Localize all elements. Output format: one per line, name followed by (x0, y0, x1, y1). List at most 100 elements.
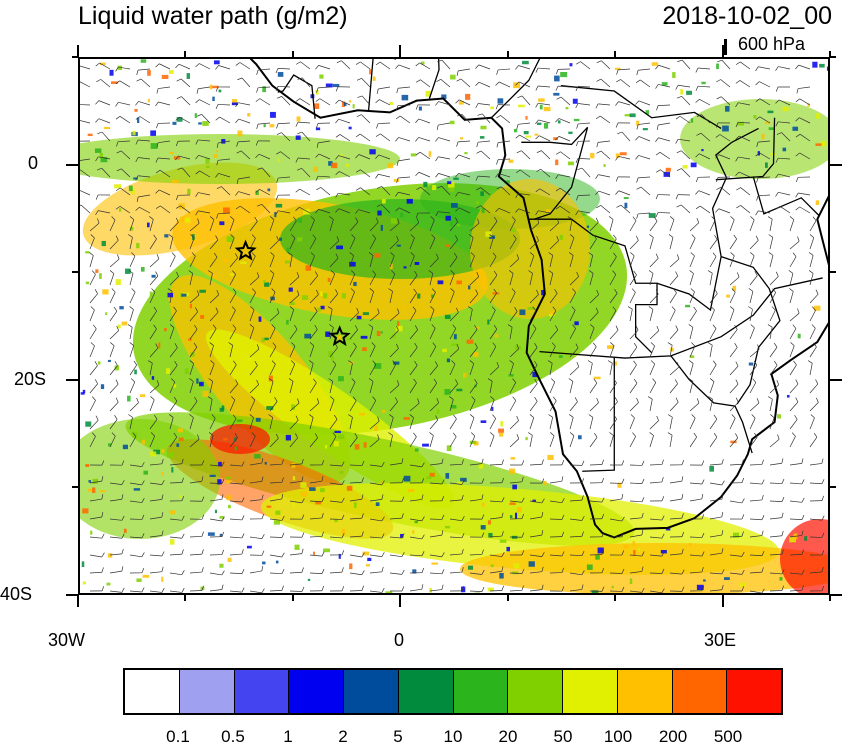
wind-barb (681, 476, 684, 482)
wind-barb (229, 418, 237, 430)
lwp-field-patch (136, 242, 140, 249)
lwp-field-patch (458, 100, 464, 105)
lwp-field-patch (557, 120, 561, 124)
wind-barb (469, 329, 478, 340)
wind-barb (740, 187, 751, 196)
wind-barb (378, 86, 391, 90)
wind-barb (136, 70, 139, 76)
wind-barb (215, 235, 219, 241)
lwp-field-patch (328, 161, 333, 166)
lwp-field-patch (451, 343, 459, 346)
wind-barb (721, 59, 731, 70)
wind-barb (549, 417, 553, 430)
wind-barb (109, 292, 116, 304)
lwp-field-patch (500, 421, 504, 427)
wind-barb (161, 566, 164, 572)
wind-barb (129, 219, 135, 232)
lwp-field-patch (328, 351, 333, 357)
lwp-field-patch (315, 501, 322, 505)
wind-barb (721, 96, 731, 106)
lwp-field-patch (146, 222, 150, 228)
wind-barb (709, 293, 718, 304)
wind-barb (667, 414, 673, 418)
wind-barb (669, 237, 674, 250)
lwp-field-patch (291, 462, 296, 468)
lwp-field-patch (578, 435, 582, 440)
wind-barb (541, 566, 544, 572)
lwp-field-patch (412, 530, 415, 534)
wind-barb (812, 216, 817, 221)
lwp-field-patch (380, 224, 383, 231)
wind-barb (357, 95, 363, 98)
wind-barb (729, 309, 735, 322)
wind-barb (435, 173, 439, 178)
wind-barb (429, 219, 435, 232)
wind-barb (595, 217, 599, 223)
lwp-field-patch (229, 273, 234, 276)
lwp-field-patch (813, 305, 821, 311)
wind-barb (458, 154, 471, 160)
wind-barb (569, 381, 574, 394)
wind-barb (361, 552, 365, 558)
wind-barb (313, 378, 317, 384)
wind-barb (309, 219, 315, 232)
lwp-field-patch (184, 217, 191, 223)
lwp-field-patch (352, 104, 355, 109)
wind-barb (489, 256, 497, 268)
wind-barb (613, 378, 617, 384)
lwp-field-patch (100, 156, 108, 163)
wind-barb (521, 460, 525, 466)
wind-barb (701, 532, 705, 538)
wind-barb (629, 436, 636, 448)
wind-barb (778, 66, 791, 70)
wind-barb (397, 218, 400, 224)
wind-barb (601, 549, 604, 555)
wind-barb (455, 379, 459, 385)
wind-barb (175, 63, 180, 69)
wind-barb (275, 433, 279, 439)
lwp-field-patch (255, 190, 259, 196)
wind-barb (221, 478, 225, 484)
wind-barb (399, 207, 411, 214)
lwp-field-patch (134, 108, 138, 112)
wind-barb (749, 240, 759, 250)
wind-barb (588, 414, 594, 418)
wind-barb (769, 572, 782, 575)
wind-barb (496, 159, 499, 165)
wind-barb (189, 571, 202, 574)
wind-barb (194, 324, 198, 330)
wind-barb (199, 99, 211, 106)
country-border (490, 59, 541, 119)
wind-barb (375, 99, 380, 104)
wind-barb (229, 482, 242, 485)
wind-barb (689, 360, 694, 364)
wind-barb (689, 327, 694, 340)
wind-barb (379, 61, 391, 70)
wind-barb (441, 569, 445, 574)
wind-barb (589, 312, 599, 322)
wind-barb (409, 255, 415, 268)
wind-barb (641, 460, 645, 466)
lwp-field-patch (456, 280, 462, 285)
lwp-field-patch (147, 98, 150, 103)
wind-barb (588, 270, 594, 274)
wind-barb (669, 366, 680, 376)
wind-barb (169, 463, 182, 466)
wind-barb (381, 533, 385, 539)
wind-barb (316, 187, 321, 191)
wind-barb (236, 141, 239, 147)
wind-barb (409, 417, 414, 430)
wind-barb (489, 399, 495, 412)
wind-barb (796, 88, 799, 94)
wind-barb (501, 551, 505, 557)
wind-barb (138, 194, 151, 198)
wind-barb (650, 342, 655, 347)
wind-barb (561, 498, 565, 503)
wind-barb (414, 360, 418, 366)
lwp-field-patch (428, 151, 432, 157)
wind-barb (274, 396, 278, 402)
wind-barb (349, 498, 362, 502)
wind-barb (596, 289, 599, 295)
wind-barb (309, 402, 320, 412)
lwp-field-patch (150, 143, 158, 149)
